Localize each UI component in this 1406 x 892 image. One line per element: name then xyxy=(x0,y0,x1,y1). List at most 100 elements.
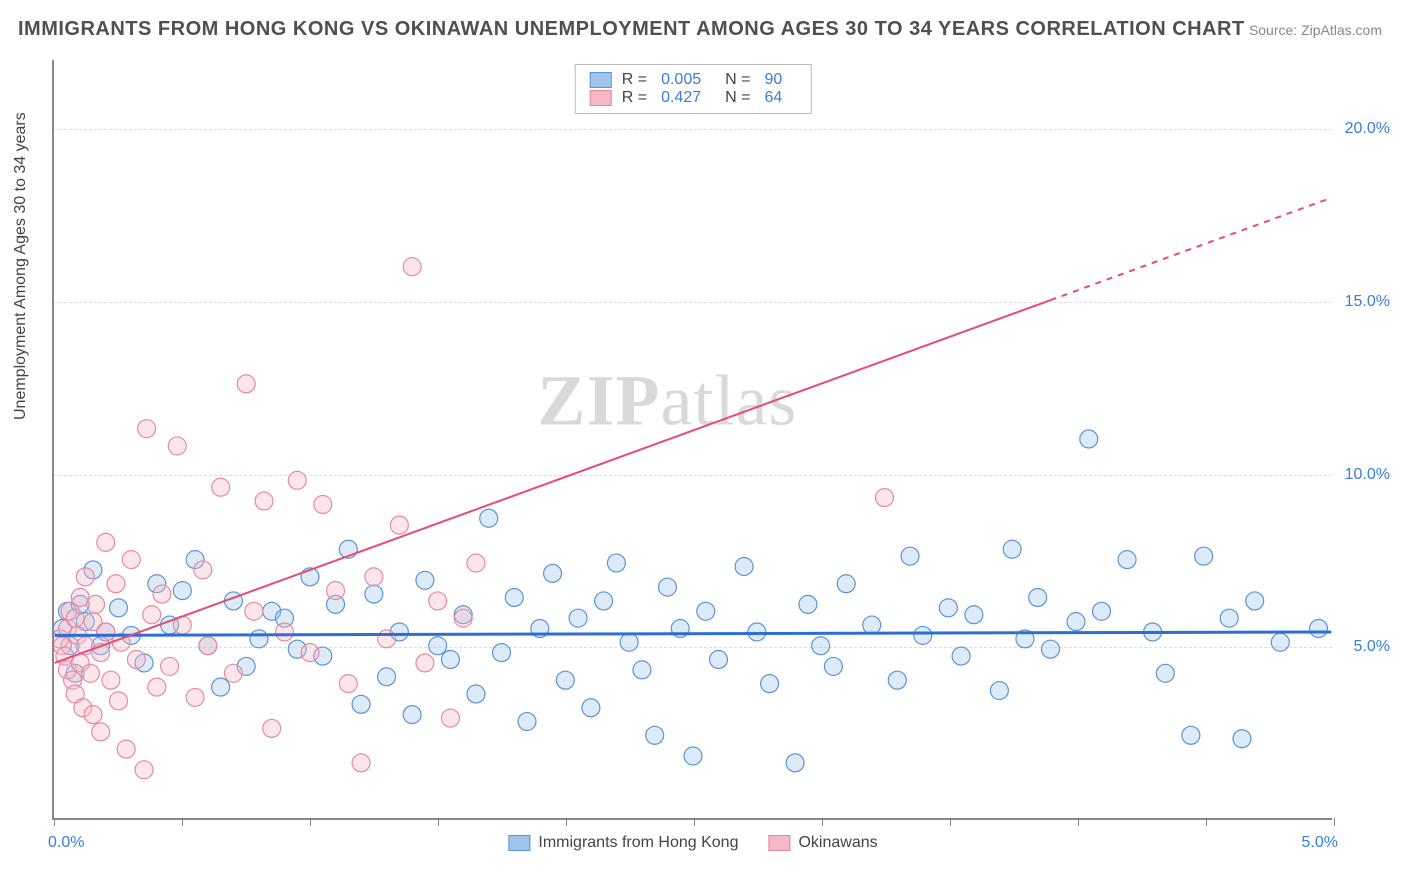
chart-plot-area: ZIPatlas R = 0.005 N = 90 R = 0.427 N = … xyxy=(52,60,1332,820)
data-point-hk xyxy=(173,582,191,600)
data-point-hk xyxy=(378,668,396,686)
data-point-hk xyxy=(1041,640,1059,658)
data-point-ok xyxy=(194,561,212,579)
data-point-ok xyxy=(403,258,421,276)
data-point-hk xyxy=(352,695,370,713)
data-point-hk xyxy=(786,754,804,772)
data-point-hk xyxy=(633,661,651,679)
x-tick xyxy=(54,818,55,826)
data-point-ok xyxy=(97,623,115,641)
data-point-ok xyxy=(84,706,102,724)
data-point-hk xyxy=(837,575,855,593)
data-point-hk xyxy=(429,637,447,655)
y-tick-label: 15.0% xyxy=(1340,293,1390,311)
data-point-hk xyxy=(1003,540,1021,558)
data-point-ok xyxy=(224,664,242,682)
legend-n-value-ok: 64 xyxy=(760,89,796,107)
data-point-hk xyxy=(735,558,753,576)
legend-n-value-hk: 90 xyxy=(760,71,796,89)
x-axis-min-label: 0.0% xyxy=(48,834,84,852)
legend-swatch-ok xyxy=(590,90,612,106)
data-point-ok xyxy=(255,492,273,510)
data-point-hk xyxy=(761,675,779,693)
data-point-hk xyxy=(1310,620,1328,638)
data-point-hk xyxy=(467,685,485,703)
series-legend-ok: Okinawans xyxy=(768,834,877,852)
data-point-hk xyxy=(441,651,459,669)
data-point-ok xyxy=(876,489,894,507)
data-point-ok xyxy=(168,437,186,455)
data-point-ok xyxy=(97,533,115,551)
data-point-hk xyxy=(1067,613,1085,631)
data-point-ok xyxy=(135,761,153,779)
legend-n-label-hk: N = xyxy=(725,71,750,89)
data-point-ok xyxy=(153,585,171,603)
data-point-hk xyxy=(493,644,511,662)
series-name-hk: Immigrants from Hong Kong xyxy=(538,834,738,852)
data-point-ok xyxy=(66,609,84,627)
data-point-ok xyxy=(352,754,370,772)
data-point-ok xyxy=(263,719,281,737)
data-point-hk xyxy=(1233,730,1251,748)
data-point-ok xyxy=(365,568,383,586)
data-point-hk xyxy=(518,713,536,731)
data-point-hk xyxy=(939,599,957,617)
data-point-hk xyxy=(110,599,128,617)
data-point-ok xyxy=(454,609,472,627)
data-point-ok xyxy=(87,595,105,613)
data-point-ok xyxy=(441,709,459,727)
trendline-ok xyxy=(55,300,1051,663)
data-point-hk xyxy=(710,651,728,669)
data-point-ok xyxy=(148,678,166,696)
data-point-hk xyxy=(595,592,613,610)
data-point-ok xyxy=(212,478,230,496)
data-point-hk xyxy=(697,602,715,620)
data-point-hk xyxy=(607,554,625,572)
y-axis-label: Unemployment Among Ages 30 to 34 years xyxy=(12,112,30,420)
data-point-ok xyxy=(378,630,396,648)
data-point-hk xyxy=(250,630,268,648)
data-point-hk xyxy=(1182,726,1200,744)
y-tick-label: 20.0% xyxy=(1340,120,1390,138)
data-point-hk xyxy=(1118,551,1136,569)
data-point-hk xyxy=(620,633,638,651)
x-tick xyxy=(438,818,439,826)
data-point-ok xyxy=(276,623,294,641)
y-tick-label: 5.0% xyxy=(1340,638,1390,656)
data-point-hk xyxy=(1246,592,1264,610)
data-point-hk xyxy=(569,609,587,627)
data-point-hk xyxy=(365,585,383,603)
legend-r-label-ok: R = xyxy=(622,89,647,107)
data-point-ok xyxy=(339,675,357,693)
data-point-ok xyxy=(81,664,99,682)
data-point-ok xyxy=(122,551,140,569)
data-point-hk xyxy=(812,637,830,655)
legend-r-label-hk: R = xyxy=(622,71,647,89)
x-tick xyxy=(1206,818,1207,826)
data-point-hk xyxy=(990,682,1008,700)
x-tick xyxy=(694,818,695,826)
data-point-ok xyxy=(138,420,156,438)
chart-svg xyxy=(54,60,1332,818)
page-title: IMMIGRANTS FROM HONG KONG VS OKINAWAN UN… xyxy=(18,18,1245,41)
data-point-ok xyxy=(117,740,135,758)
data-point-hk xyxy=(1029,589,1047,607)
data-point-ok xyxy=(92,723,110,741)
x-tick xyxy=(310,818,311,826)
data-point-hk xyxy=(1195,547,1213,565)
series-name-ok: Okinawans xyxy=(798,834,877,852)
data-point-hk xyxy=(748,623,766,641)
data-point-hk xyxy=(1271,633,1289,651)
data-point-ok xyxy=(301,644,319,662)
data-point-ok xyxy=(161,657,179,675)
x-tick xyxy=(822,818,823,826)
data-point-ok xyxy=(237,375,255,393)
data-point-ok xyxy=(390,516,408,534)
x-tick xyxy=(1078,818,1079,826)
data-point-ok xyxy=(429,592,447,610)
x-tick xyxy=(566,818,567,826)
legend-row-ok: R = 0.427 N = 64 xyxy=(590,89,797,107)
y-tick-label: 10.0% xyxy=(1340,466,1390,484)
data-point-hk xyxy=(1093,602,1111,620)
data-point-hk xyxy=(646,726,664,744)
